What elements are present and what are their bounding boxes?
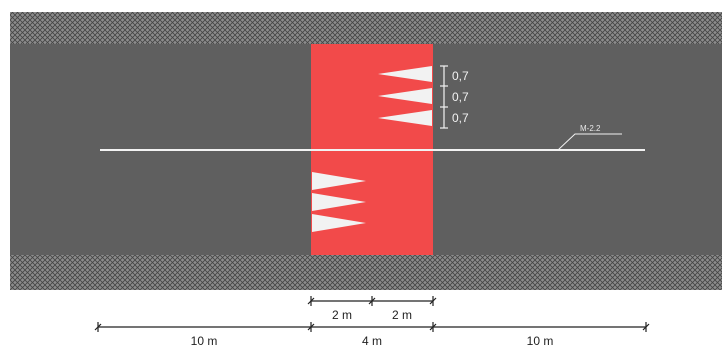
- upper-dimension-line: [307, 296, 437, 306]
- spacing-label-2: 0,7: [452, 90, 469, 104]
- lower-triangle-2: [312, 193, 366, 211]
- dim-lower-left: 10 m: [191, 334, 218, 348]
- top-curb: [10, 12, 722, 44]
- lower-dimension-line: [94, 322, 650, 332]
- upper-triangle-1: [378, 66, 432, 82]
- dim-upper-right: 2 m: [392, 308, 412, 322]
- upper-triangle-2: [378, 88, 432, 104]
- line-label: M-2.2: [580, 124, 601, 133]
- upper-triangle-3: [378, 110, 432, 126]
- dim-upper-left: 2 m: [332, 308, 352, 322]
- dim-lower-right: 10 m: [527, 334, 554, 348]
- bottom-curb: [10, 255, 722, 290]
- lower-triangle-3: [312, 214, 366, 232]
- spacing-dimension: [440, 65, 448, 129]
- spacing-label-1: 0,7: [452, 69, 469, 83]
- dim-lower-middle: 4 m: [362, 334, 382, 348]
- lower-triangle-1: [312, 172, 366, 190]
- spacing-label-3: 0,7: [452, 111, 469, 125]
- line-label-leader: [557, 133, 622, 151]
